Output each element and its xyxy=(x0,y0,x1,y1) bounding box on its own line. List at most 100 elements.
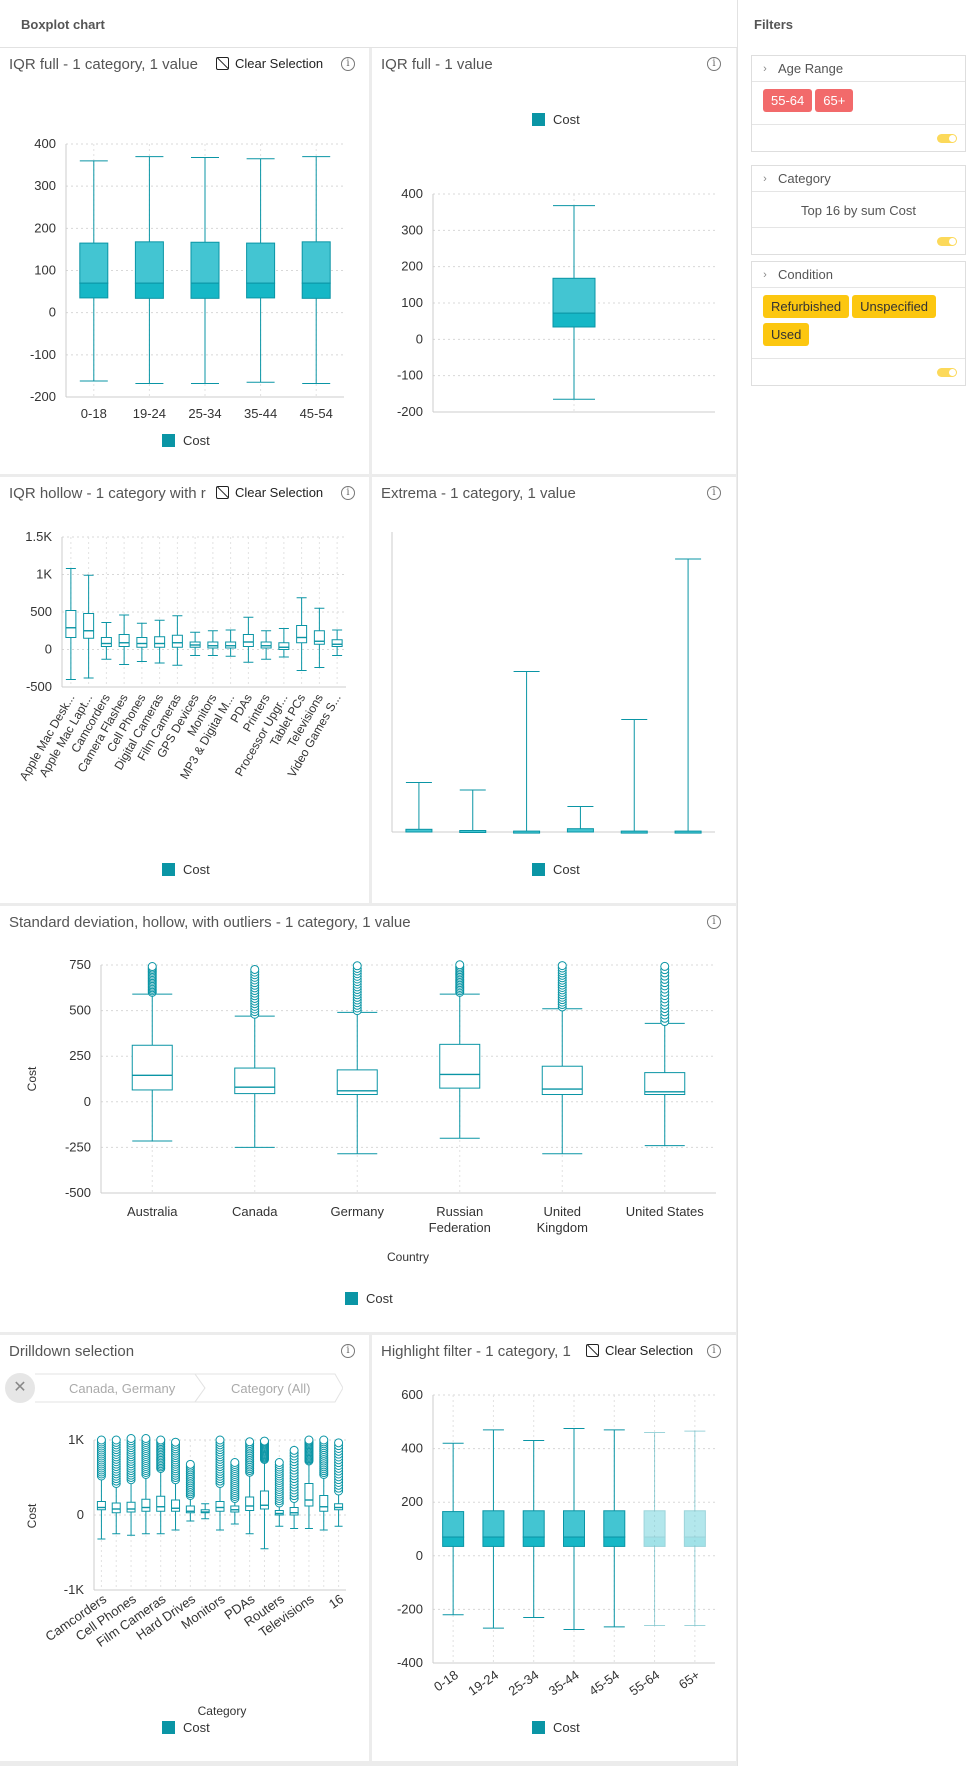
box-9[interactable] xyxy=(230,1458,240,1525)
box-Televisions[interactable] xyxy=(304,1435,314,1529)
box-Hard Drives[interactable] xyxy=(185,1459,195,1522)
chart-legend[interactable]: Cost xyxy=(345,1291,393,1306)
box-35-44[interactable] xyxy=(563,1428,585,1630)
box-65+[interactable] xyxy=(683,1430,706,1626)
clear-selection-label: Clear Selection xyxy=(235,485,324,500)
chart-legend[interactable]: Cost xyxy=(532,112,580,127)
box-55-64[interactable] xyxy=(643,1432,666,1626)
box-16[interactable] xyxy=(334,1438,344,1527)
box-Russian Federation[interactable] xyxy=(439,960,481,1139)
info-icon[interactable]: i xyxy=(707,915,721,929)
filter-chip[interactable]: Unspecified xyxy=(852,295,937,318)
box-Televisions[interactable] xyxy=(313,607,325,668)
box-35-44[interactable] xyxy=(246,158,276,383)
clear-selection-button[interactable]: Clear Selection xyxy=(212,485,324,500)
legend-label: Cost xyxy=(553,112,580,127)
box-Routers[interactable] xyxy=(274,1458,284,1527)
box-19-24[interactable] xyxy=(482,1429,505,1629)
filter-header[interactable]: › Condition xyxy=(752,262,965,288)
filter-header[interactable]: › Category xyxy=(752,166,965,192)
box-Canada[interactable] xyxy=(234,964,276,1148)
chart-legend[interactable]: Cost xyxy=(532,862,580,877)
box-United Kingdom[interactable] xyxy=(541,961,583,1155)
box-Apple Mac Lapt...[interactable] xyxy=(83,574,95,679)
chart-legend[interactable]: Cost xyxy=(162,433,210,448)
box-MP3 & Digital M...[interactable] xyxy=(225,629,237,657)
box-Tablet PCs[interactable] xyxy=(296,597,308,671)
box-PDAs[interactable] xyxy=(245,1437,255,1535)
box-45-54[interactable] xyxy=(301,156,331,385)
breadcrumb-item[interactable]: Canada, Germany xyxy=(69,1381,176,1396)
box-Apple Mac Desk...[interactable] xyxy=(65,568,77,680)
box-0-18[interactable] xyxy=(79,160,109,382)
info-icon[interactable]: i xyxy=(341,1344,355,1358)
box-Cell Phones[interactable] xyxy=(126,1434,136,1536)
box-PDAs[interactable] xyxy=(242,616,254,663)
box-body xyxy=(245,1496,255,1511)
box-19-24[interactable] xyxy=(134,156,164,385)
box-5[interactable] xyxy=(171,1437,181,1531)
box-GPS Devices[interactable] xyxy=(189,631,201,656)
legend-swatch xyxy=(162,863,175,876)
info-icon[interactable]: i xyxy=(341,486,355,500)
box-Camera Flashes[interactable] xyxy=(118,614,130,665)
box-3[interactable] xyxy=(141,1434,151,1535)
box-lower xyxy=(522,1536,545,1547)
chart-legend[interactable]: Cost xyxy=(162,862,210,877)
chart-legend[interactable]: Cost xyxy=(162,1720,210,1735)
box-upper xyxy=(552,277,596,314)
x-tick-label: 0-18 xyxy=(431,1667,461,1694)
info-icon[interactable]: i xyxy=(707,486,721,500)
info-icon[interactable]: i xyxy=(707,1344,721,1358)
chart-legend[interactable]: Cost xyxy=(532,1720,580,1735)
outlier-point xyxy=(334,1438,344,1448)
info-icon[interactable]: i xyxy=(341,57,355,71)
box-15[interactable] xyxy=(319,1435,329,1531)
box-13[interactable] xyxy=(289,1445,299,1529)
x-tick-label: Federation xyxy=(429,1220,491,1235)
filter-chip[interactable]: Refurbished xyxy=(763,295,850,318)
box-upper xyxy=(563,1510,585,1538)
box-upper xyxy=(246,242,276,284)
box-Cell Phones[interactable] xyxy=(136,622,148,662)
box-Germany[interactable] xyxy=(336,961,378,1155)
box-11[interactable] xyxy=(259,1436,269,1550)
box-Camcorders[interactable] xyxy=(96,1435,106,1540)
clear-selection-button[interactable]: Clear Selection xyxy=(212,56,324,71)
box-45-54[interactable] xyxy=(603,1429,626,1628)
box-Monitors[interactable] xyxy=(207,630,219,656)
box-0[interactable] xyxy=(552,205,596,400)
drilldown-close-icon[interactable]: ✕ xyxy=(5,1373,35,1403)
filter-chip[interactable]: Used xyxy=(763,323,810,346)
box-Processor Upgr...[interactable] xyxy=(278,628,290,658)
box-Video Games S...[interactable] xyxy=(331,629,343,656)
box-body xyxy=(100,637,112,647)
box-25-34[interactable] xyxy=(190,156,220,385)
box-25-34[interactable] xyxy=(522,1440,545,1618)
info-icon[interactable]: i xyxy=(707,57,721,71)
filter-header[interactable]: › Age Range xyxy=(752,56,965,82)
box-Australia[interactable] xyxy=(131,962,173,1142)
filter-summary[interactable]: Top 16 by sum Cost xyxy=(801,203,916,218)
box-United States[interactable] xyxy=(644,961,686,1147)
clear-selection-button[interactable]: Clear Selection xyxy=(582,1343,694,1358)
filter-chip[interactable]: 65+ xyxy=(815,89,854,112)
filter-chip[interactable]: 55-64 xyxy=(763,89,813,112)
box-body xyxy=(200,1509,210,1514)
breadcrumb-item[interactable]: Category (All) xyxy=(231,1381,311,1396)
box-Printers[interactable] xyxy=(260,630,272,660)
x-tick-label: Australia xyxy=(127,1204,178,1219)
box-7[interactable] xyxy=(200,1503,210,1520)
box-Monitors[interactable] xyxy=(215,1435,225,1531)
filter-toggle[interactable] xyxy=(937,368,957,377)
box-Film Cameras[interactable] xyxy=(171,615,183,666)
box-Camcorders[interactable] xyxy=(100,622,112,660)
box-Digital Cameras[interactable] xyxy=(154,619,166,664)
box-0-18[interactable] xyxy=(442,1442,465,1616)
box-Film Cameras[interactable] xyxy=(156,1435,166,1535)
box-1[interactable] xyxy=(111,1435,121,1535)
x-axis-title: Country xyxy=(387,1250,429,1264)
filter-toggle[interactable] xyxy=(937,134,957,143)
filter-toggle[interactable] xyxy=(937,237,957,246)
x-tick-label: 65+ xyxy=(676,1667,703,1692)
